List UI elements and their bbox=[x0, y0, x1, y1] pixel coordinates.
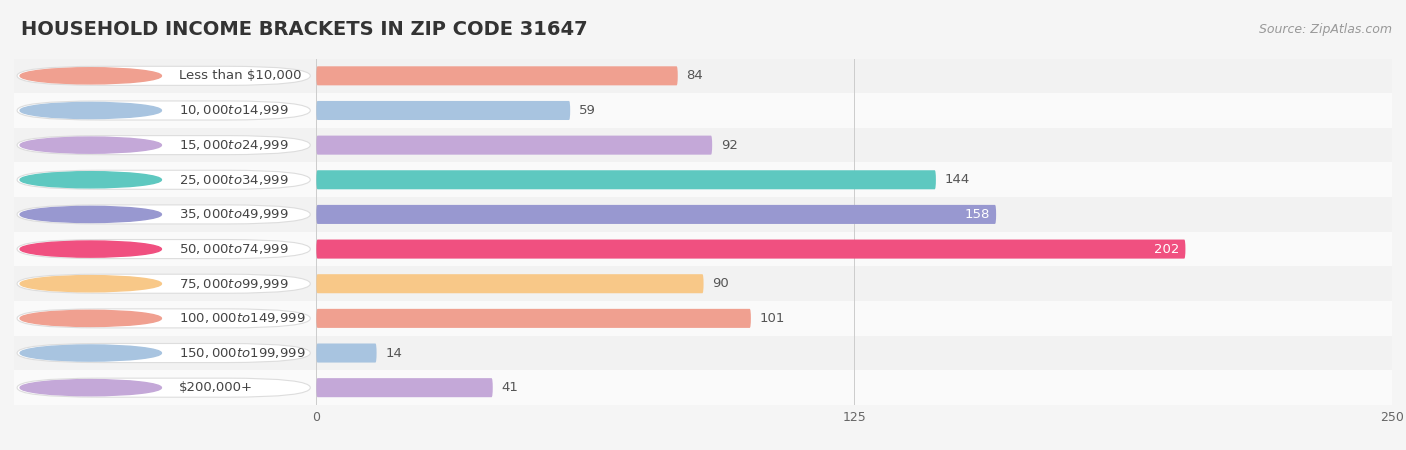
Text: 59: 59 bbox=[579, 104, 596, 117]
Circle shape bbox=[20, 137, 162, 153]
FancyBboxPatch shape bbox=[17, 239, 311, 259]
FancyBboxPatch shape bbox=[316, 343, 377, 363]
FancyBboxPatch shape bbox=[17, 170, 311, 189]
FancyBboxPatch shape bbox=[316, 135, 713, 155]
Text: $10,000 to $14,999: $10,000 to $14,999 bbox=[179, 104, 288, 117]
Bar bbox=[316, 128, 1392, 162]
Bar bbox=[316, 266, 1392, 301]
FancyBboxPatch shape bbox=[316, 66, 678, 86]
Text: $150,000 to $199,999: $150,000 to $199,999 bbox=[179, 346, 305, 360]
Circle shape bbox=[20, 345, 162, 361]
FancyBboxPatch shape bbox=[17, 309, 311, 328]
FancyBboxPatch shape bbox=[17, 101, 311, 120]
Bar bbox=[14, 128, 316, 162]
Bar bbox=[14, 336, 316, 370]
Text: 84: 84 bbox=[686, 69, 703, 82]
Bar bbox=[14, 232, 316, 266]
FancyBboxPatch shape bbox=[316, 170, 936, 189]
Bar bbox=[14, 93, 316, 128]
Text: 158: 158 bbox=[965, 208, 990, 221]
Bar bbox=[14, 370, 316, 405]
Bar bbox=[316, 336, 1392, 370]
Circle shape bbox=[20, 207, 162, 222]
Bar bbox=[316, 58, 1392, 93]
Text: $200,000+: $200,000+ bbox=[179, 381, 253, 394]
Circle shape bbox=[20, 172, 162, 188]
FancyBboxPatch shape bbox=[316, 309, 751, 328]
Bar bbox=[14, 266, 316, 301]
Text: HOUSEHOLD INCOME BRACKETS IN ZIP CODE 31647: HOUSEHOLD INCOME BRACKETS IN ZIP CODE 31… bbox=[21, 20, 588, 39]
Circle shape bbox=[20, 276, 162, 292]
Text: $100,000 to $149,999: $100,000 to $149,999 bbox=[179, 311, 305, 325]
FancyBboxPatch shape bbox=[17, 66, 311, 86]
Text: 90: 90 bbox=[713, 277, 728, 290]
Bar bbox=[316, 370, 1392, 405]
FancyBboxPatch shape bbox=[17, 274, 311, 293]
FancyBboxPatch shape bbox=[316, 101, 571, 120]
Text: $25,000 to $34,999: $25,000 to $34,999 bbox=[179, 173, 288, 187]
Text: $75,000 to $99,999: $75,000 to $99,999 bbox=[179, 277, 288, 291]
Bar bbox=[316, 93, 1392, 128]
Text: $15,000 to $24,999: $15,000 to $24,999 bbox=[179, 138, 288, 152]
Circle shape bbox=[20, 103, 162, 118]
Text: 144: 144 bbox=[945, 173, 970, 186]
Text: $50,000 to $74,999: $50,000 to $74,999 bbox=[179, 242, 288, 256]
Bar bbox=[14, 58, 316, 93]
FancyBboxPatch shape bbox=[17, 378, 311, 397]
Bar bbox=[316, 197, 1392, 232]
Text: $35,000 to $49,999: $35,000 to $49,999 bbox=[179, 207, 288, 221]
Circle shape bbox=[20, 68, 162, 84]
FancyBboxPatch shape bbox=[316, 239, 1185, 259]
Bar bbox=[14, 301, 316, 336]
Text: 92: 92 bbox=[721, 139, 738, 152]
Text: 14: 14 bbox=[385, 346, 402, 360]
Circle shape bbox=[20, 241, 162, 257]
FancyBboxPatch shape bbox=[17, 135, 311, 155]
Bar bbox=[316, 162, 1392, 197]
FancyBboxPatch shape bbox=[316, 378, 492, 397]
Text: Less than $10,000: Less than $10,000 bbox=[179, 69, 301, 82]
Bar bbox=[316, 232, 1392, 266]
Text: 202: 202 bbox=[1153, 243, 1180, 256]
Circle shape bbox=[20, 310, 162, 326]
Text: 41: 41 bbox=[502, 381, 519, 394]
Bar bbox=[14, 197, 316, 232]
Circle shape bbox=[20, 380, 162, 396]
FancyBboxPatch shape bbox=[316, 274, 703, 293]
Bar bbox=[14, 162, 316, 197]
Bar bbox=[316, 301, 1392, 336]
Text: Source: ZipAtlas.com: Source: ZipAtlas.com bbox=[1258, 23, 1392, 36]
FancyBboxPatch shape bbox=[17, 205, 311, 224]
FancyBboxPatch shape bbox=[316, 205, 995, 224]
FancyBboxPatch shape bbox=[17, 343, 311, 363]
Text: 101: 101 bbox=[759, 312, 785, 325]
